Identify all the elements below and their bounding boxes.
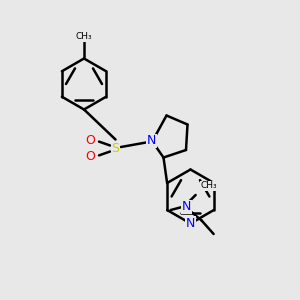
Text: O: O: [85, 134, 95, 147]
Text: N: N: [147, 134, 156, 148]
Text: N: N: [182, 200, 191, 214]
Text: S: S: [112, 142, 119, 155]
Text: CH₃: CH₃: [200, 182, 217, 190]
Text: N: N: [186, 217, 195, 230]
Text: CH₃: CH₃: [76, 32, 92, 41]
Text: O: O: [85, 150, 95, 164]
